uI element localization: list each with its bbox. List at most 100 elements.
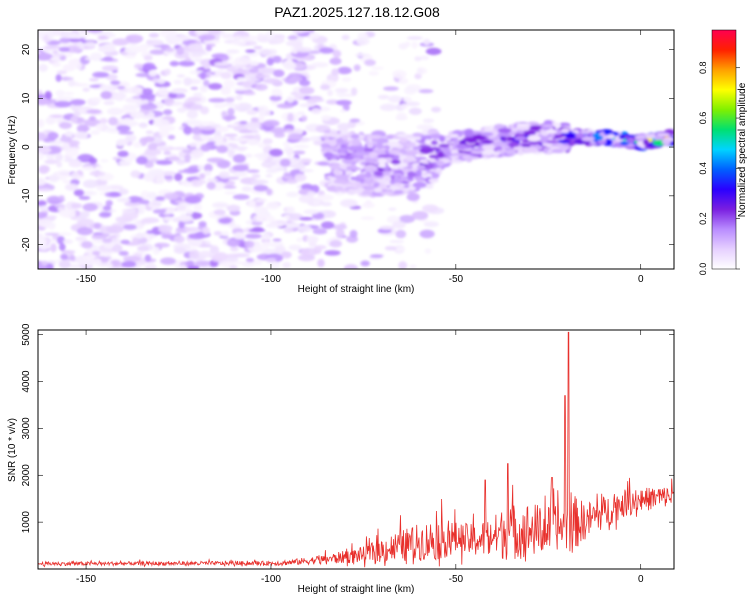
spectrogram-cell: [452, 139, 460, 144]
spectrogram-cell: [272, 238, 282, 242]
spectrogram-cell: [67, 79, 76, 87]
spectrogram-cell: [187, 238, 203, 248]
spectrogram-cell: [78, 214, 87, 220]
spectrogram-cell: [422, 118, 435, 124]
spectrogram-cell: [497, 128, 512, 134]
spectrogram-cell: [110, 80, 121, 86]
spectrogram-cell: [320, 221, 335, 230]
spectrogram-cell: [329, 57, 342, 65]
spectrogram-cell: [56, 70, 68, 75]
spectrogram-cell: [188, 233, 206, 240]
spectrogram-cell: [144, 149, 162, 156]
spectrogram-cell: [416, 67, 424, 75]
spectrogram-cell: [283, 227, 294, 234]
spectrogram-cell: [323, 132, 336, 137]
spectrogram-cell: [118, 131, 134, 135]
spectrogram-cell: [39, 205, 48, 212]
spectrogram-cell: [406, 36, 423, 40]
spectrogram-cell: [654, 135, 664, 141]
spectrogram-cell: [300, 115, 308, 121]
spectrogram-cell: [260, 48, 272, 57]
spectrogram-cell: [69, 99, 86, 106]
spectrogram-cell: [188, 43, 204, 51]
spectrogram-cell: [68, 264, 83, 268]
spectrogram-cell: [516, 123, 531, 127]
spectrogram-cell: [92, 71, 106, 78]
spectrogram-cell: [414, 56, 422, 62]
spectrogram-cell: [424, 139, 431, 145]
spectrogram-cell: [109, 191, 121, 197]
spectrogram-cell: [209, 246, 220, 254]
spectrogram-cell: [300, 158, 312, 164]
spectrogram-cell: [159, 91, 171, 97]
spectrogram-cell: [293, 144, 310, 149]
spectrogram-cell: [87, 30, 103, 33]
spectrogram-cell: [112, 38, 130, 46]
spectrogram-cell: [350, 134, 360, 139]
spectrogram-cell: [105, 200, 113, 207]
spectrogram-cell: [246, 169, 260, 173]
spectrogram-cell: [38, 89, 43, 96]
spectrogram-cell: [332, 224, 348, 230]
spectrogram-cell: [408, 107, 422, 115]
spectrogram-cell: [283, 214, 291, 219]
spectrogram-cell: [505, 149, 517, 155]
spectrogram-cell: [398, 42, 408, 50]
spectrogram-cell: [123, 224, 137, 230]
spectrogram-cell: [294, 173, 307, 182]
spectrogram-cell: [90, 130, 101, 135]
spectrogram-cell: [442, 146, 451, 151]
spectrogram-cell: [47, 31, 55, 40]
spectrogram-cell: [527, 135, 541, 142]
spectrogram-cell: [199, 173, 206, 179]
spectrogram-cell: [317, 161, 331, 166]
spectrogram-cell: [125, 121, 139, 126]
spectrogram-cell: [103, 56, 114, 62]
spectrogram-cell: [481, 148, 495, 156]
spectrogram-cell: [137, 206, 145, 215]
spectrogram-cell: [391, 172, 403, 177]
spectrogram-cell: [125, 34, 144, 44]
spectrogram-cell: [527, 140, 541, 145]
spectrogram-cell: [156, 177, 165, 185]
spectrogram-cell: [213, 209, 226, 216]
spectrogram-cell: [47, 131, 59, 140]
spectrogram-cell: [116, 138, 129, 146]
spectrogram-cell: [580, 130, 588, 134]
spectrogram-cell: [38, 52, 53, 61]
spectrogram-cell: [521, 143, 531, 148]
spectrogram-cell: [386, 141, 401, 147]
spectrogram-cell: [84, 190, 94, 195]
spectrogram-cell: [546, 140, 559, 144]
spectrogram-cell: [161, 234, 172, 239]
spectrogram-cell: [190, 86, 199, 90]
spectrogram-cell: [324, 250, 341, 256]
spectrogram-cell: [516, 129, 526, 134]
spectrogram-cell: [340, 129, 349, 136]
spectrogram-cell: [226, 49, 240, 54]
spectrogram-cell: [285, 222, 300, 229]
spectrogram-cell: [258, 67, 277, 75]
spectrogram-cell: [178, 60, 195, 67]
spectrogram-cell: [636, 140, 644, 147]
spectrogram-cell: [141, 217, 160, 224]
spectrogram-cell: [78, 108, 87, 113]
spectrogram-cell: [363, 148, 374, 153]
spectrogram-cell: [270, 261, 281, 269]
spectrogram-cell: [200, 133, 210, 141]
spectrogram-cell: [416, 164, 425, 170]
spectrogram-cell: [187, 265, 200, 269]
spectrogram-cell: [164, 68, 171, 76]
spectrogram-cell: [335, 228, 345, 238]
spectrogram-cell: [238, 129, 252, 134]
spectrogram-cell: [106, 225, 124, 234]
spectrogram-cell: [190, 179, 203, 188]
spectrogram-cell: [421, 160, 430, 165]
spectrogram-cell: [138, 199, 150, 205]
spectrogram-cell: [362, 202, 375, 209]
spectrogram-cell: [364, 59, 376, 66]
spectrogram-cell: [149, 49, 166, 55]
spectrogram-cell: [89, 77, 99, 82]
spectrogram-cell: [370, 66, 385, 70]
spectrogram-cell: [321, 114, 331, 121]
